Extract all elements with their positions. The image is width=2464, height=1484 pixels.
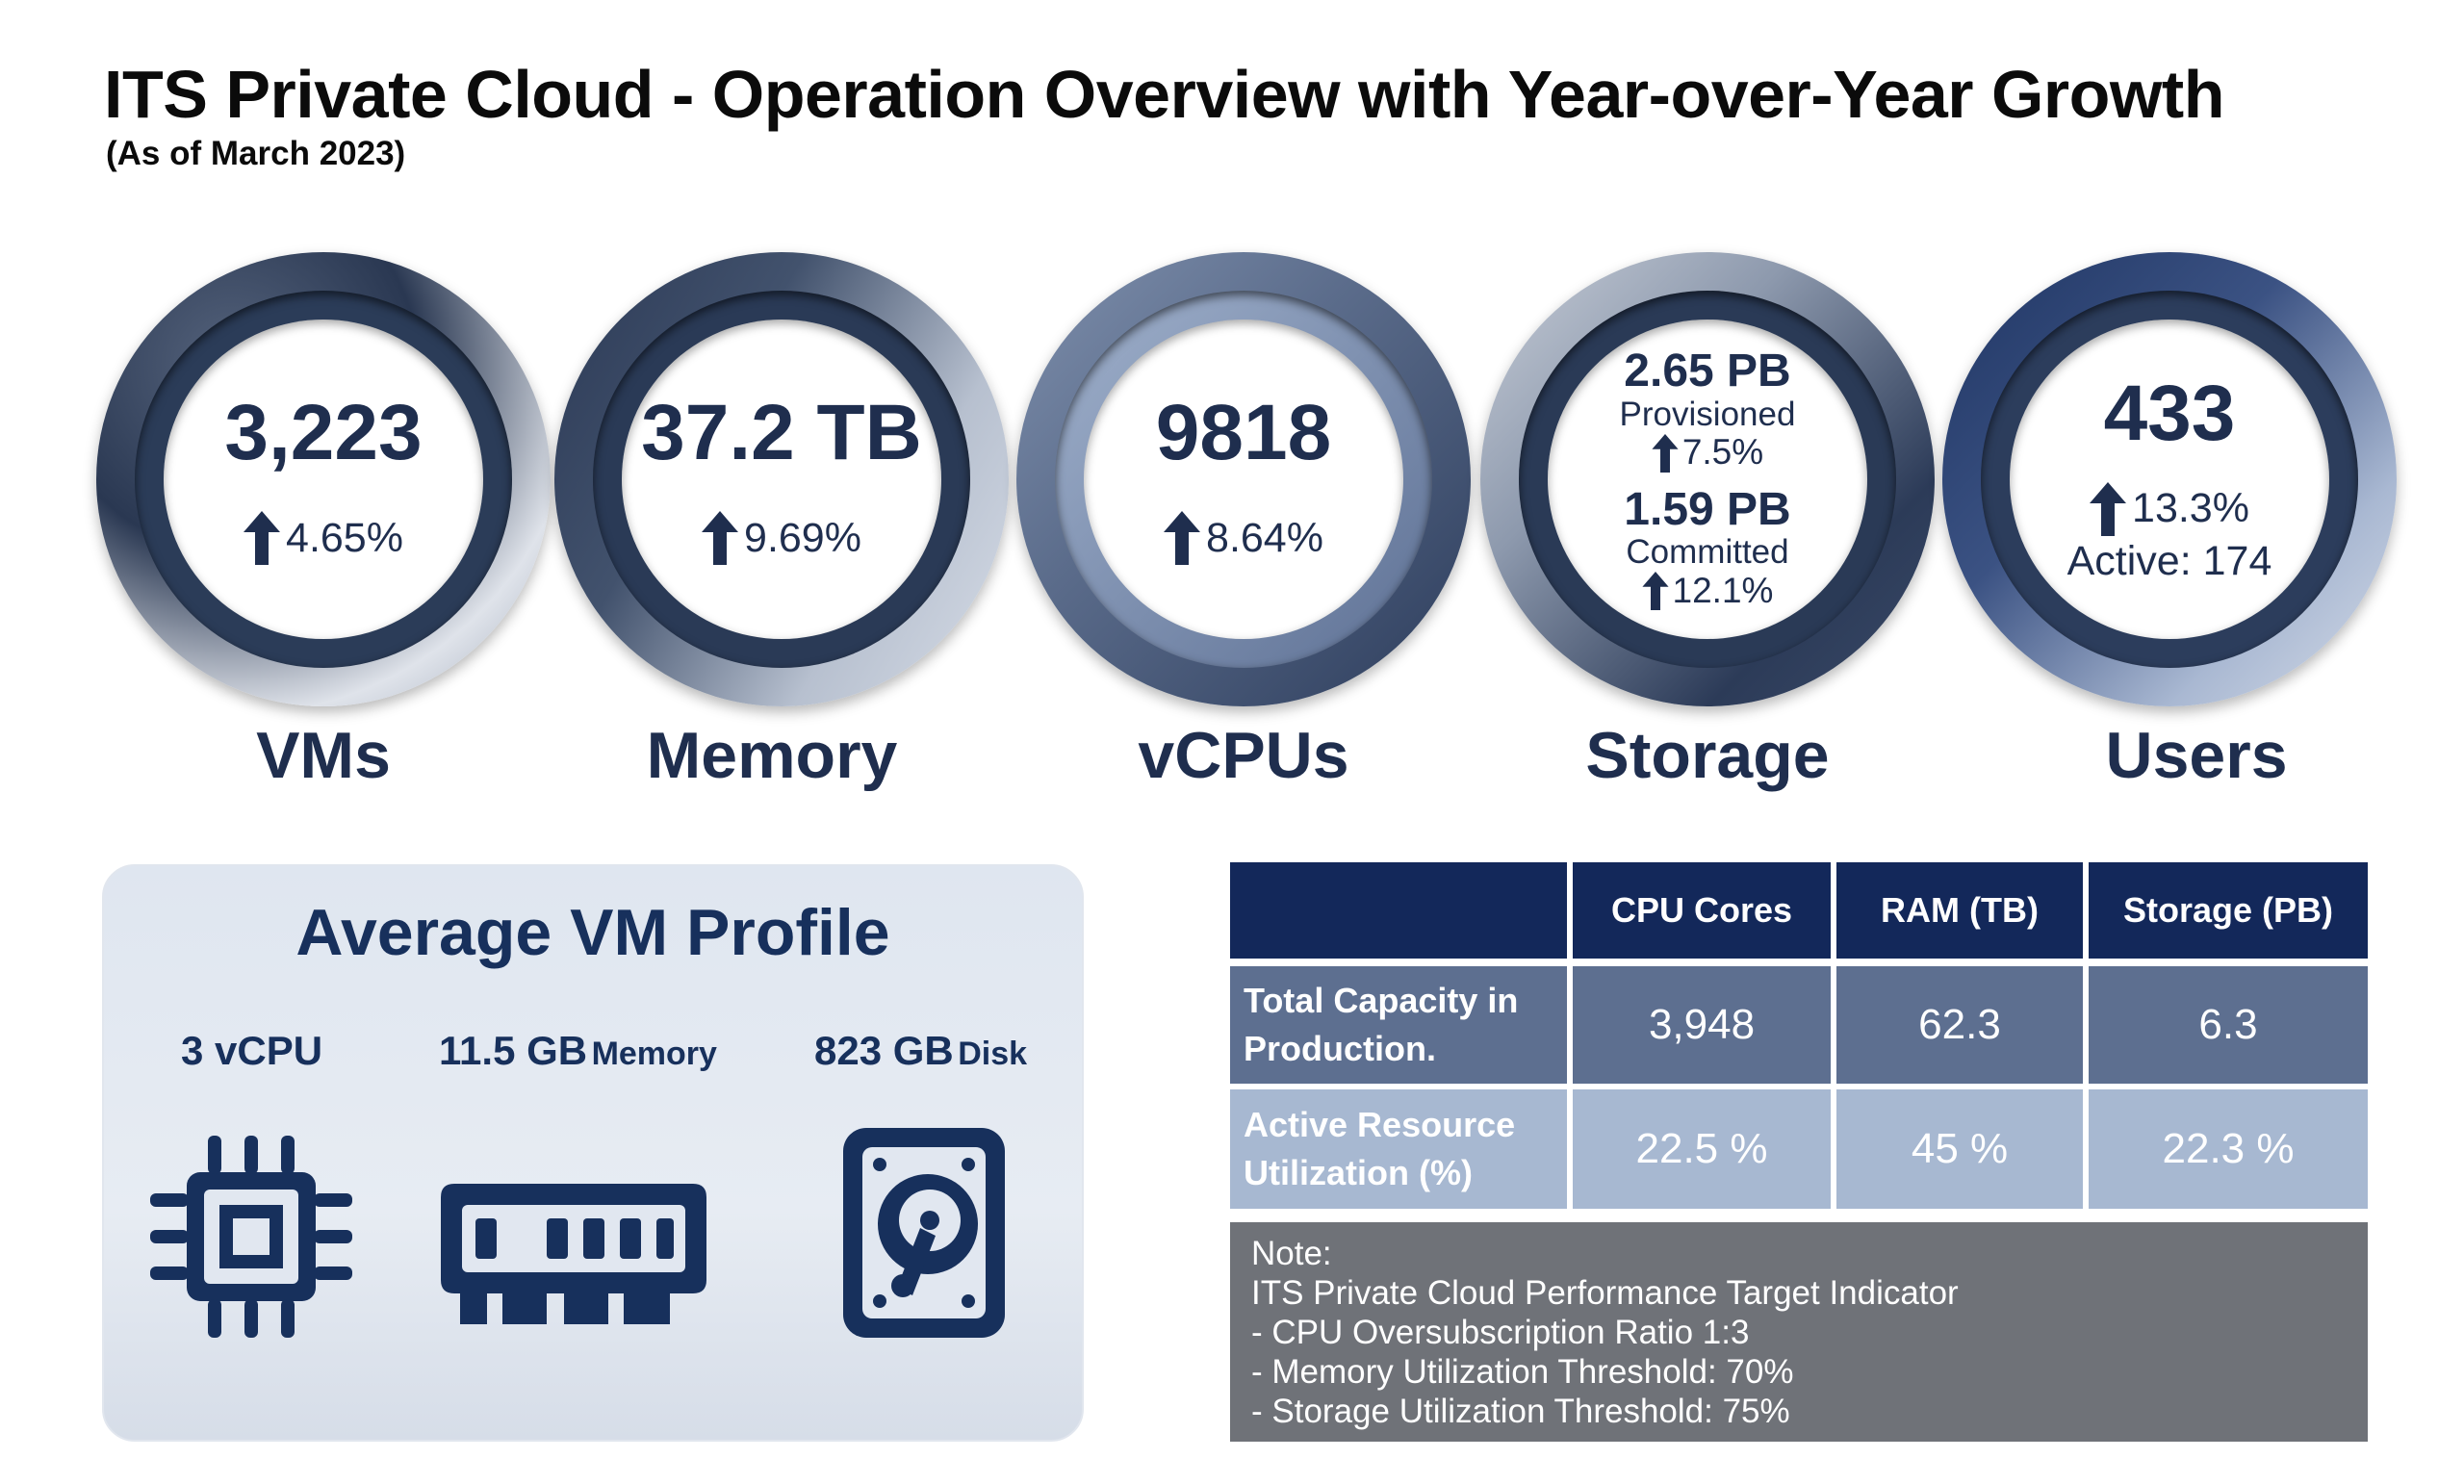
vm-profile-card: Average VM Profile 3 vCPU 11.5 GB Memory… — [102, 864, 1084, 1442]
memory-module-icon — [441, 1184, 706, 1328]
kpi-label-vcpus: vCPUs — [1138, 719, 1349, 792]
kpi-value: 9818 — [1155, 389, 1332, 476]
vm-profile-cpu: 3 vCPU — [181, 1028, 323, 1073]
kpi-growth: 9.69% — [702, 511, 861, 565]
kpi-users: 433 13.3% Active: 174 — [1942, 252, 2397, 706]
table-row-label: Active Resource Utilization (%) — [1230, 1089, 1567, 1209]
note-line: - Storage Utilization Threshold: 75% — [1251, 1393, 1790, 1430]
arrow-up-icon — [1164, 511, 1201, 565]
note-line: - Memory Utilization Threshold: 70% — [1251, 1353, 1794, 1391]
kpi-value: 37.2 TB — [641, 389, 922, 476]
kpi-memory: 37.2 TB 9.69% — [554, 252, 1009, 706]
note-line: Note: — [1251, 1235, 1332, 1272]
page-subtitle: (As of March 2023) — [106, 135, 406, 172]
kpi-label-storage: Storage — [1585, 719, 1830, 792]
table-cell: 62.3 — [1836, 966, 2083, 1084]
table-cell: 22.3 % — [2089, 1089, 2368, 1209]
page-title: ITS Private Cloud - Operation Overview w… — [104, 57, 2224, 132]
hard-disk-icon — [843, 1128, 1005, 1338]
cpu-chip-icon — [150, 1136, 352, 1338]
vm-profile-title: Average VM Profile — [295, 896, 890, 969]
table-cell: 45 % — [1836, 1089, 2083, 1209]
table-cell: 3,948 — [1573, 966, 1831, 1084]
users-active: Active: 174 — [2066, 537, 2272, 584]
table-header-cell: CPU Cores — [1573, 862, 1831, 959]
arrow-up-icon — [1641, 572, 1669, 611]
kpi-label-users: Users — [2105, 719, 2288, 792]
kpi-storage: 2.65 PB Provisioned 7.5% 1.59 PB Committ… — [1480, 252, 1935, 706]
arrow-up-icon — [702, 511, 739, 565]
storage-provisioned-growth: 7.5% — [1652, 433, 1763, 473]
table-cell: 22.5 % — [1573, 1089, 1831, 1209]
kpi-growth: 8.64% — [1164, 511, 1323, 565]
kpi-value: 433 — [2103, 369, 2236, 457]
kpi-value: 3,223 — [224, 389, 423, 476]
kpi-growth: 13.3% — [2090, 481, 2249, 536]
storage-committed-label: Committed — [1626, 533, 1789, 572]
table-header-cell: RAM (TB) — [1836, 862, 2083, 959]
table-header-cell: Storage (PB) — [2089, 862, 2368, 959]
kpi-growth: 4.65% — [244, 511, 403, 565]
kpi-vms: 3,223 4.65% — [96, 252, 551, 706]
vm-profile-memory: 11.5 GB Memory — [439, 1028, 717, 1073]
vm-profile-disk: 823 GB Disk — [814, 1028, 1028, 1073]
note-line: - CPU Oversubscription Ratio 1:3 — [1251, 1314, 1750, 1351]
arrow-up-icon — [244, 511, 281, 565]
storage-committed-growth: 12.1% — [1641, 571, 1773, 611]
kpi-vcpus: 9818 8.64% — [1016, 252, 1471, 706]
kpi-label-memory: Memory — [646, 719, 898, 792]
performance-note: Note: ITS Private Cloud Performance Targ… — [1230, 1222, 2368, 1442]
kpi-label-vms: VMs — [256, 719, 391, 792]
storage-committed-value: 1.59 PB — [1624, 484, 1791, 535]
table-header-cell — [1230, 862, 1567, 959]
arrow-up-icon — [1652, 433, 1679, 473]
arrow-up-icon — [2090, 481, 2127, 536]
table-row-label: Total Capacity in Production. — [1230, 966, 1567, 1084]
storage-provisioned-value: 2.65 PB — [1624, 345, 1791, 397]
storage-provisioned-label: Provisioned — [1619, 395, 1796, 433]
note-line: ITS Private Cloud Performance Target Ind… — [1251, 1274, 1959, 1312]
table-cell: 6.3 — [2089, 966, 2368, 1084]
